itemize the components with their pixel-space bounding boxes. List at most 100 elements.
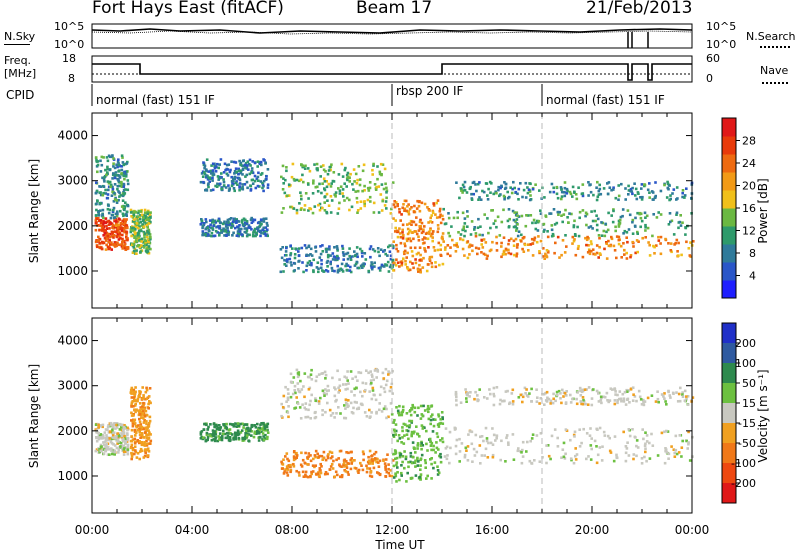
power-echo-cell	[260, 222, 263, 226]
velocity-echo-cell	[252, 435, 256, 439]
power-echo-cell	[282, 207, 285, 210]
velocity-echo-cell	[419, 478, 422, 481]
velocity-echo-cell	[405, 424, 409, 428]
power-echo-cell	[384, 182, 387, 186]
power-echo-cell	[664, 237, 667, 241]
power-echo-cell	[120, 243, 124, 246]
velocity-echo-cell	[400, 471, 403, 475]
power-echo-cell	[202, 180, 205, 184]
power-echo-cell	[108, 246, 112, 250]
power-echo-cell	[400, 261, 404, 265]
power-colorbar-swatch	[722, 244, 736, 263]
velocity-echo-cell	[109, 421, 113, 425]
power-echo-cell	[428, 257, 431, 261]
power-echo-cell	[626, 240, 629, 244]
velocity-echo-cell	[606, 434, 610, 438]
power-echo-cell	[224, 229, 228, 233]
power-echo-cell	[116, 187, 119, 191]
power-echo-cell	[211, 188, 215, 192]
power-echo-cell	[103, 175, 106, 179]
power-echo-cell	[250, 216, 253, 220]
power-echo-cell	[636, 250, 639, 254]
power-echo-cell	[539, 209, 542, 212]
velocity-echo-cell	[492, 386, 496, 390]
power-echo-cell	[340, 262, 344, 266]
velocity-echo-cell	[517, 447, 520, 450]
power-echo-cell	[681, 195, 684, 199]
velocity-echo-cell	[296, 402, 300, 405]
power-echo-cell	[337, 173, 341, 176]
power-echo-cell	[209, 223, 212, 227]
velocity-echo-cell	[350, 390, 353, 393]
power-echo-cell	[215, 185, 219, 188]
velocity-echo-cell	[394, 474, 398, 478]
power-echo-cell	[620, 256, 623, 259]
power-echo-cell	[424, 250, 427, 253]
velocity-echo-cell	[145, 422, 148, 426]
power-echo-cell	[104, 221, 108, 224]
velocity-echo-cell	[632, 457, 635, 461]
power-echo-cell	[299, 208, 303, 211]
velocity-echo-cell	[285, 465, 289, 468]
velocity-echo-cell	[99, 443, 103, 447]
power-echo-cell	[222, 178, 225, 181]
velocity-echo-cell	[404, 423, 407, 426]
power-echo-cell	[100, 163, 104, 167]
velocity-echo-cell	[444, 447, 448, 450]
power-echo-cell	[216, 231, 219, 234]
velocity-echo-cell	[311, 470, 315, 473]
power-echo-cell	[312, 179, 315, 182]
power-echo-cell	[319, 245, 322, 248]
velocity-echo-cell	[410, 476, 414, 480]
velocity-echo-cell	[125, 440, 129, 443]
velocity-echo-cell	[384, 383, 388, 387]
velocity-echo-cell	[465, 449, 468, 452]
velocity-echo-cell	[539, 432, 543, 435]
power-echo-cell	[133, 234, 137, 238]
velocity-echo-cell	[375, 460, 378, 464]
velocity-echo-cell	[425, 429, 428, 433]
power-echo-cell	[550, 224, 554, 227]
power-echo-cell	[286, 194, 289, 197]
velocity-echo-cell	[596, 453, 600, 457]
power-echo-cell	[355, 246, 359, 249]
power-echo-cell	[595, 186, 598, 189]
power-echo-cell	[558, 256, 561, 259]
power-echo-cell	[297, 254, 301, 257]
power-echo-cell	[356, 255, 359, 259]
velocity-echo-cell	[247, 439, 251, 443]
velocity-echo-cell	[635, 439, 639, 442]
power-echo-cell	[356, 211, 359, 214]
power-echo-cell	[636, 211, 639, 215]
power-echo-cell	[266, 168, 270, 171]
velocity-echo-cell	[263, 427, 267, 430]
power-echo-cell	[218, 176, 222, 180]
velocity-echo-cell	[331, 412, 335, 415]
velocity-echo-cell	[121, 447, 124, 450]
velocity-echo-cell	[289, 395, 293, 399]
velocity-echo-cell	[298, 390, 302, 394]
velocity-echo-cell	[123, 427, 127, 430]
power-echo-cell	[231, 224, 235, 228]
x-axis-label: Time UT	[375, 538, 425, 552]
power-echo-cell	[211, 179, 214, 182]
velocity-echo-cell	[148, 422, 151, 425]
power-echo-cell	[140, 213, 144, 217]
velocity-echo-cell	[310, 472, 313, 476]
power-echo-cell	[320, 262, 323, 266]
power-echo-cell	[99, 193, 103, 197]
power-echo-cell	[405, 239, 409, 243]
velocity-echo-cell	[529, 439, 532, 443]
power-echo-cell	[325, 250, 328, 254]
velocity-colorbar-swatch	[722, 463, 736, 484]
power-echo-cell	[578, 210, 582, 214]
power-echo-cell	[646, 188, 650, 192]
power-echo-cell	[211, 176, 214, 180]
velocity-echo-cell	[212, 438, 216, 441]
velocity-echo-region-4	[280, 449, 395, 479]
velocity-echo-cell	[419, 417, 423, 420]
freq-tick-bottom: 8	[68, 72, 75, 85]
velocity-echo-cell	[632, 393, 635, 396]
power-colorbar-swatch	[722, 262, 736, 281]
power-echo-cell	[253, 230, 256, 234]
